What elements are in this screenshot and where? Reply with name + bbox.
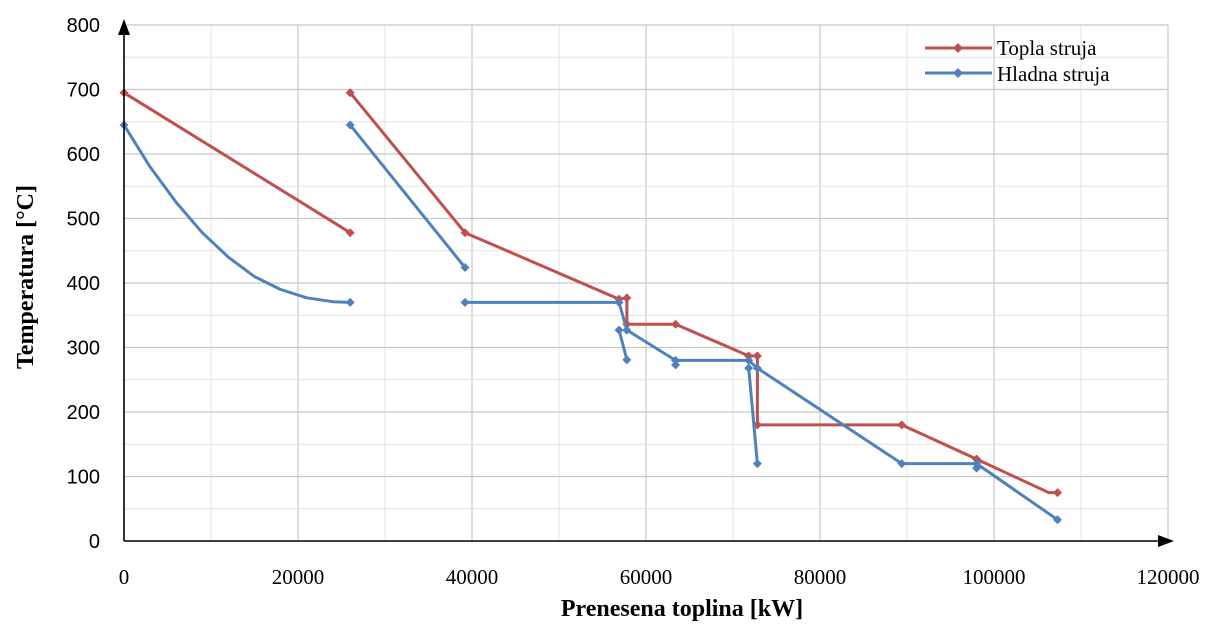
data-point-marker — [752, 459, 762, 469]
x-tick-label: 100000 — [963, 565, 1026, 589]
data-point-marker — [744, 355, 754, 365]
data-point-marker — [345, 228, 355, 238]
y-tick-label: 700 — [67, 80, 100, 102]
legend-item-hladna: Hladna struja — [925, 62, 1110, 86]
data-point-marker — [460, 228, 470, 238]
data-point-marker — [744, 363, 754, 373]
y-axis-arrow — [118, 19, 130, 35]
y-tick-label: 500 — [67, 209, 100, 231]
data-point-marker — [460, 263, 470, 273]
x-axis-arrow — [1158, 535, 1174, 547]
data-point-marker — [622, 325, 632, 335]
x-tick-label: 120000 — [1137, 565, 1200, 589]
data-point-marker — [1053, 488, 1063, 498]
y-tick-label: 0 — [89, 531, 100, 553]
series-line — [747, 366, 759, 466]
y-tick-label: 200 — [67, 402, 100, 424]
data-point-marker — [622, 293, 632, 303]
data-point-marker — [897, 459, 907, 469]
x-tick-label: 60000 — [620, 565, 673, 589]
series-line — [122, 123, 352, 304]
axes — [118, 19, 1174, 547]
y-axis-title: Temperatura [°C] — [13, 185, 39, 369]
legend-label-hladna: Hladna struja — [997, 62, 1110, 86]
data-point-marker — [622, 355, 632, 365]
data-point-marker — [744, 351, 754, 361]
data-point-marker — [671, 360, 681, 370]
data-point-marker — [752, 363, 762, 373]
tick-labels: 0 20000 40000 60000 80000 100000 120000 0 100 200… — [67, 15, 1200, 589]
series-hladna — [119, 120, 1063, 525]
data-point-marker — [460, 297, 470, 307]
data-point-marker — [345, 88, 355, 98]
data-point-marker — [345, 297, 355, 307]
series-topla — [119, 88, 1063, 498]
x-tick-label: 20000 — [272, 565, 325, 589]
series-line — [348, 123, 467, 269]
data-point-marker — [1053, 515, 1063, 525]
y-tick-label: 100 — [67, 467, 100, 489]
y-tick-label: 400 — [67, 273, 100, 295]
data-point-marker — [897, 420, 907, 430]
y-tick-label: 800 — [67, 15, 100, 37]
series-layer — [119, 88, 1063, 525]
legend-item-topla: Topla struja — [925, 36, 1097, 60]
data-point-marker — [972, 459, 982, 469]
legend: Topla struja Hladna struja — [925, 36, 1110, 86]
data-point-marker — [671, 319, 681, 329]
legend-marker-hladna — [953, 68, 963, 78]
x-tick-label: 80000 — [794, 565, 847, 589]
data-point-marker — [752, 351, 762, 361]
x-tick-label: 40000 — [446, 565, 499, 589]
x-axis-title: Prenesena toplina [kW] — [561, 596, 803, 622]
legend-marker-topla — [953, 43, 963, 53]
data-point-marker — [972, 463, 982, 473]
data-point-marker — [345, 120, 355, 130]
data-point-marker — [972, 454, 982, 464]
series-line — [617, 328, 629, 362]
series-line — [122, 91, 352, 235]
data-point-marker — [614, 325, 624, 335]
data-point-marker — [671, 355, 681, 365]
series-line — [348, 91, 1059, 495]
series-line — [463, 300, 1059, 522]
data-point-marker — [614, 297, 624, 307]
y-tick-label: 300 — [67, 338, 100, 360]
grid — [124, 24, 1169, 541]
y-tick-label: 600 — [67, 144, 100, 166]
x-tick-label: 0 — [119, 565, 130, 589]
legend-label-topla: Topla struja — [997, 36, 1097, 60]
